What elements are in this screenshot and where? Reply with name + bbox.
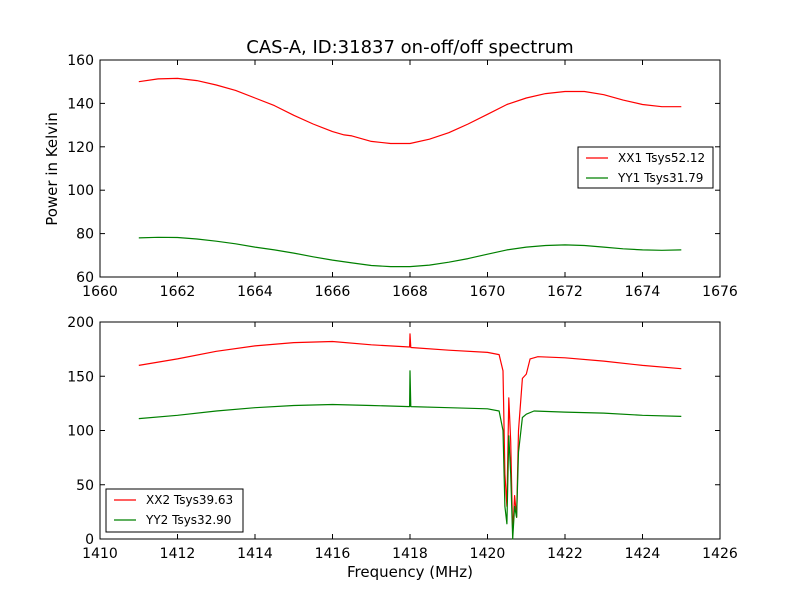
x-tick-label: 1676 xyxy=(702,284,738,300)
y-tick-label: 200 xyxy=(67,315,94,331)
series-line-yy xyxy=(138,236,682,268)
x-tick-label: 1416 xyxy=(315,546,351,562)
legend: XX2 Tsys39.63 YY2 Tsys32.90 xyxy=(105,488,244,533)
x-axis-label: Frequency (MHz) xyxy=(347,563,473,581)
y-tick-label: 100 xyxy=(67,424,94,440)
y-axis-label: Power in Kelvin xyxy=(43,112,61,226)
y-tick-label: 100 xyxy=(67,183,94,199)
series-line-xx xyxy=(138,77,682,145)
y-tick-label: 0 xyxy=(85,532,94,548)
legend-label: YY1 Tsys31.79 xyxy=(617,171,703,185)
series-line-yy xyxy=(138,370,682,540)
y-tick-label: 60 xyxy=(76,270,94,286)
legend-box xyxy=(105,488,244,533)
legend-label: XX1 Tsys52.12 xyxy=(618,151,705,165)
x-tick-label: 1674 xyxy=(625,284,661,300)
x-tick-label: 1660 xyxy=(82,284,118,300)
y-tick-label: 50 xyxy=(76,478,94,494)
bottom-chart: Frequency (MHz) 1410 1412 1414 1416 1418 1420… xyxy=(67,315,738,581)
series-group xyxy=(138,333,682,540)
x-tick-label: 1666 xyxy=(315,284,351,300)
x-tick-label: 1414 xyxy=(237,546,273,562)
legend-label: YY2 Tsys32.90 xyxy=(145,513,231,527)
tick-group: 1660 1662 1664 1666 1668 1670 1672 1674 1676 60 80… xyxy=(67,53,738,300)
x-tick-label: 1668 xyxy=(392,284,428,300)
x-tick-label: 1418 xyxy=(392,546,428,562)
chart-title: CAS-A, ID:31837 on-off/off spectrum xyxy=(246,37,573,58)
legend: XX1 Tsys52.12 YY1 Tsys31.79 xyxy=(577,146,714,189)
x-tick-label: 1412 xyxy=(160,546,196,562)
x-tick-label: 1426 xyxy=(702,546,738,562)
legend-label: XX2 Tsys39.63 xyxy=(146,493,233,507)
y-tick-label: 150 xyxy=(67,369,94,385)
x-tick-label: 1410 xyxy=(82,546,118,562)
x-tick-label: 1424 xyxy=(625,546,661,562)
top-chart: CAS-A, ID:31837 on-off/off spectrum Powe… xyxy=(43,37,738,300)
legend-box xyxy=(577,146,714,189)
series-line-xx xyxy=(138,333,682,535)
x-tick-label: 1422 xyxy=(547,546,583,562)
x-tick-label: 1420 xyxy=(470,546,506,562)
x-tick-label: 1670 xyxy=(470,284,506,300)
x-tick-label: 1672 xyxy=(547,284,583,300)
x-tick-label: 1664 xyxy=(237,284,273,300)
y-tick-label: 160 xyxy=(67,53,94,69)
y-tick-label: 120 xyxy=(67,140,94,156)
x-tick-label: 1662 xyxy=(160,284,196,300)
series-group xyxy=(138,77,682,268)
y-tick-label: 140 xyxy=(67,96,94,112)
tick-group: 1410 1412 1414 1416 1418 1420 1422 1424 1426 0 50 1… xyxy=(67,315,738,562)
y-tick-label: 80 xyxy=(76,227,94,243)
